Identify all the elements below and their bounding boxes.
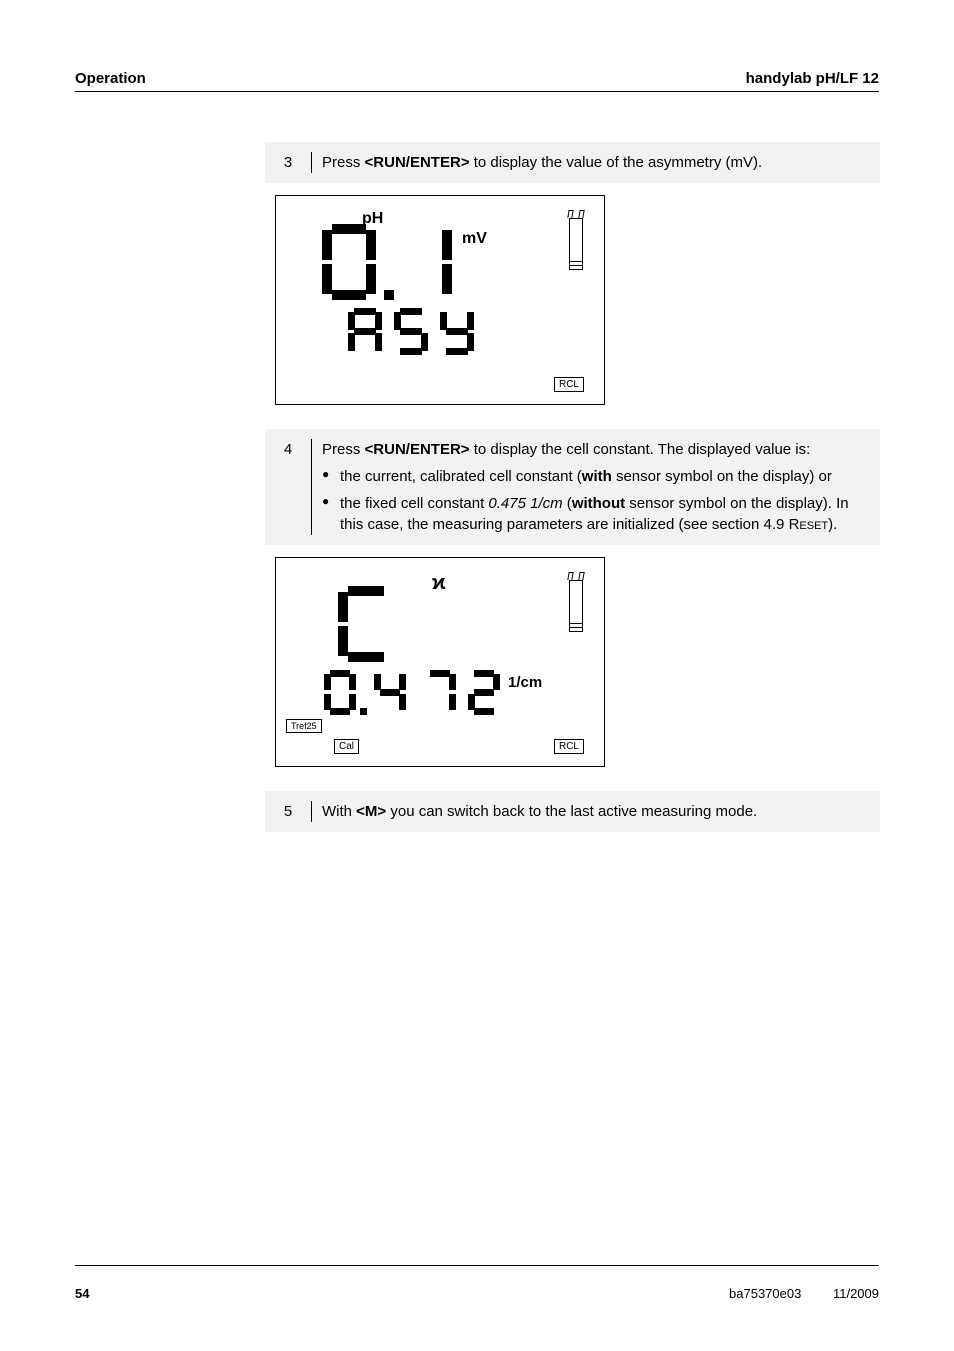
step-3-prefix: Press [322, 154, 365, 171]
footer-doc-info: ba75370e03 11/2009 [701, 1286, 879, 1301]
step-4-key: <RUN/ENTER> [365, 441, 470, 458]
header-section-title: Operation [75, 70, 146, 87]
step-5-prefix: With [322, 803, 356, 820]
step-5-suffix: you can switch back to the last active m… [386, 803, 757, 820]
page-header: Operation handylab pH/LF 12 [75, 70, 879, 87]
step-3-text: Press <RUN/ENTER> to display the value o… [322, 152, 866, 173]
step-3-number: 3 [275, 152, 311, 173]
step-4-row: 4 Press <RUN/ENTER> to display the cell … [265, 429, 880, 545]
step-5-row: 5 With <M> you can switch back to the la… [265, 791, 880, 832]
kappa-icon: ϰ [432, 572, 446, 595]
footer-rule [75, 1265, 879, 1266]
header-rule [75, 91, 879, 92]
step-4-bullet-1: the current, calibrated cell constant (w… [322, 466, 866, 487]
step-divider [311, 439, 312, 535]
step-3-row: 3 Press <RUN/ENTER> to display the value… [265, 142, 880, 183]
b1-post: sensor symbol on the display) or [612, 468, 832, 485]
b2-pre: the fixed cell constant [340, 495, 488, 512]
lcd2-unit: 1/cm [508, 674, 542, 691]
lcd1-big-value-icon [322, 224, 472, 304]
battery-icon [568, 572, 584, 636]
step-3-suffix: to display the value of the asymmetry (m… [470, 154, 763, 171]
lcd2-big-value-icon [338, 586, 408, 666]
lcd2-tref-badge: Tref25 [286, 719, 322, 733]
step-3-key: <RUN/ENTER> [365, 154, 470, 171]
b1-pre: the current, calibrated cell constant ( [340, 468, 582, 485]
lcd2-rcl-badge: RCL [554, 739, 584, 754]
lcd-display-2: ϰ [275, 557, 605, 767]
lcd1-med-value-icon [348, 308, 488, 358]
battery-icon [568, 210, 584, 274]
lcd-display-1: pH mV [275, 195, 605, 405]
lcd1-rcl-badge: RCL [554, 377, 584, 392]
lcd2-cal-badge: Cal [334, 739, 359, 754]
step-5-key: <M> [356, 803, 386, 820]
step-5-number: 5 [275, 801, 311, 822]
step-4-bullets: the current, calibrated cell constant (w… [322, 466, 866, 535]
footer-doc-id: ba75370e03 [729, 1286, 801, 1301]
step-divider [311, 152, 312, 173]
b2-end: ). [828, 516, 837, 533]
step-4-bullet-2: the fixed cell constant 0.475 1/cm (with… [322, 493, 866, 535]
b2-bold: without [572, 495, 625, 512]
b2-sc: Reset [789, 516, 829, 533]
page-footer: 54 ba75370e03 11/2009 [75, 1286, 879, 1301]
lcd2-med-value-icon [324, 670, 524, 720]
step-4-prefix: Press [322, 441, 365, 458]
b2-mid: ( [563, 495, 572, 512]
step-5-text: With <M> you can switch back to the last… [322, 801, 866, 822]
b1-bold: with [582, 468, 612, 485]
step-divider [311, 801, 312, 822]
b2-ital: 0.475 1/cm [488, 495, 562, 512]
header-product-name: handylab pH/LF 12 [746, 70, 879, 87]
page-content: 3 Press <RUN/ENTER> to display the value… [265, 142, 880, 832]
footer-page-number: 54 [75, 1286, 89, 1301]
step-4-suffix: to display the cell constant. The displa… [470, 441, 811, 458]
step-4-number: 4 [275, 439, 311, 535]
footer-date: 11/2009 [833, 1286, 879, 1301]
step-4-text: Press <RUN/ENTER> to display the cell co… [322, 439, 866, 535]
